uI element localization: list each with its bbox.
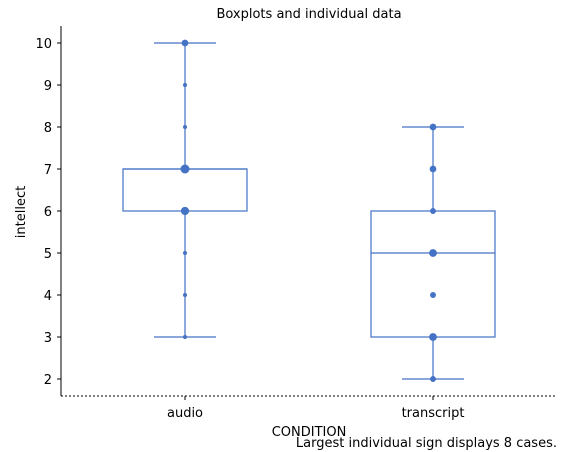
data-point-audio bbox=[180, 206, 190, 216]
data-point-audio bbox=[183, 335, 187, 339]
data-point-transcript bbox=[430, 292, 436, 298]
y-tick-label: 4 bbox=[44, 289, 52, 304]
box-iqr bbox=[122, 168, 248, 212]
data-point-transcript bbox=[429, 165, 437, 173]
data-point-audio bbox=[183, 293, 187, 297]
data-point-audio bbox=[183, 125, 187, 129]
data-points bbox=[180, 39, 437, 382]
data-point-audio bbox=[183, 251, 187, 255]
data-point-transcript bbox=[430, 376, 436, 382]
cases-note: Largest individual sign displays 8 cases… bbox=[296, 436, 557, 451]
box-iqr bbox=[370, 210, 496, 338]
y-tick-label: 3 bbox=[44, 331, 52, 346]
y-tick-label: 10 bbox=[35, 37, 52, 52]
boxes bbox=[122, 42, 496, 380]
x-axis-label: CONDITION bbox=[272, 425, 347, 440]
y-tick-label: 6 bbox=[44, 205, 52, 220]
plot-area: 2 3 4 5 6 7 8 9 10 audio transcript bbox=[35, 26, 557, 421]
data-point-audio bbox=[183, 83, 187, 87]
data-point-transcript bbox=[429, 249, 437, 257]
x-ticks: audio transcript bbox=[167, 396, 464, 421]
data-point-audio bbox=[181, 39, 189, 47]
data-point-audio bbox=[180, 164, 190, 174]
y-axis-label: intellect bbox=[14, 186, 29, 238]
data-point-transcript bbox=[429, 123, 437, 131]
x-tick-label-audio: audio bbox=[167, 406, 203, 421]
chart-title: Boxplots and individual data bbox=[216, 7, 401, 22]
y-tick-label: 7 bbox=[44, 163, 52, 178]
y-tick-label: 2 bbox=[44, 373, 52, 388]
box-audio bbox=[122, 42, 248, 338]
x-tick-label-transcript: transcript bbox=[402, 406, 465, 421]
data-point-transcript bbox=[429, 333, 437, 341]
y-tick-label: 8 bbox=[44, 121, 52, 136]
data-point-transcript bbox=[430, 208, 436, 214]
y-tick-label: 5 bbox=[44, 247, 52, 262]
y-ticks: 2 3 4 5 6 7 8 9 10 bbox=[35, 37, 61, 388]
y-tick-label: 9 bbox=[44, 79, 52, 94]
